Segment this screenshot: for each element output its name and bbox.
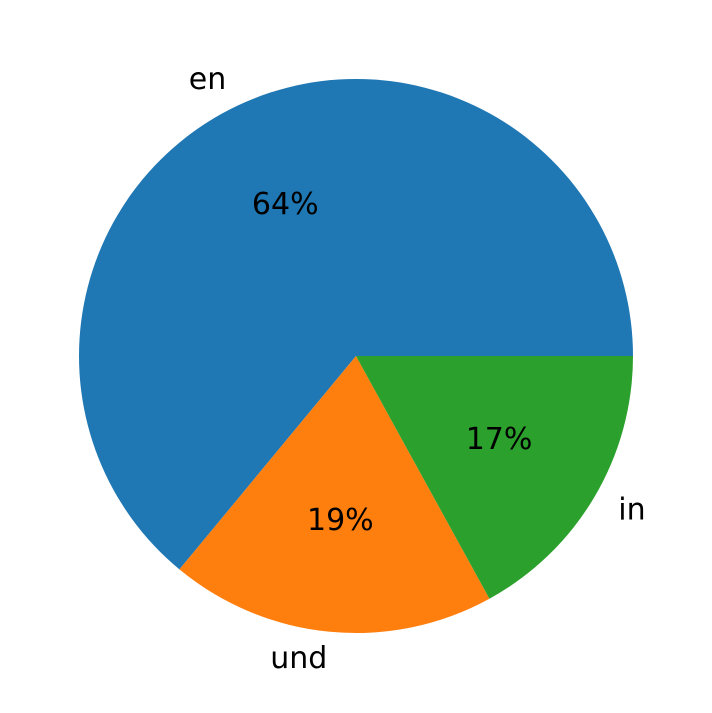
pie-slice — [356, 356, 633, 599]
percent-label: 19% — [307, 503, 374, 538]
pie-slice — [179, 356, 490, 634]
slice-label: in — [618, 493, 645, 528]
slice-label: en — [189, 62, 226, 97]
percent-label: 17% — [466, 422, 533, 457]
percent-label: 64% — [252, 187, 319, 222]
pie-slice — [78, 79, 633, 570]
slice-label: und — [270, 641, 327, 676]
